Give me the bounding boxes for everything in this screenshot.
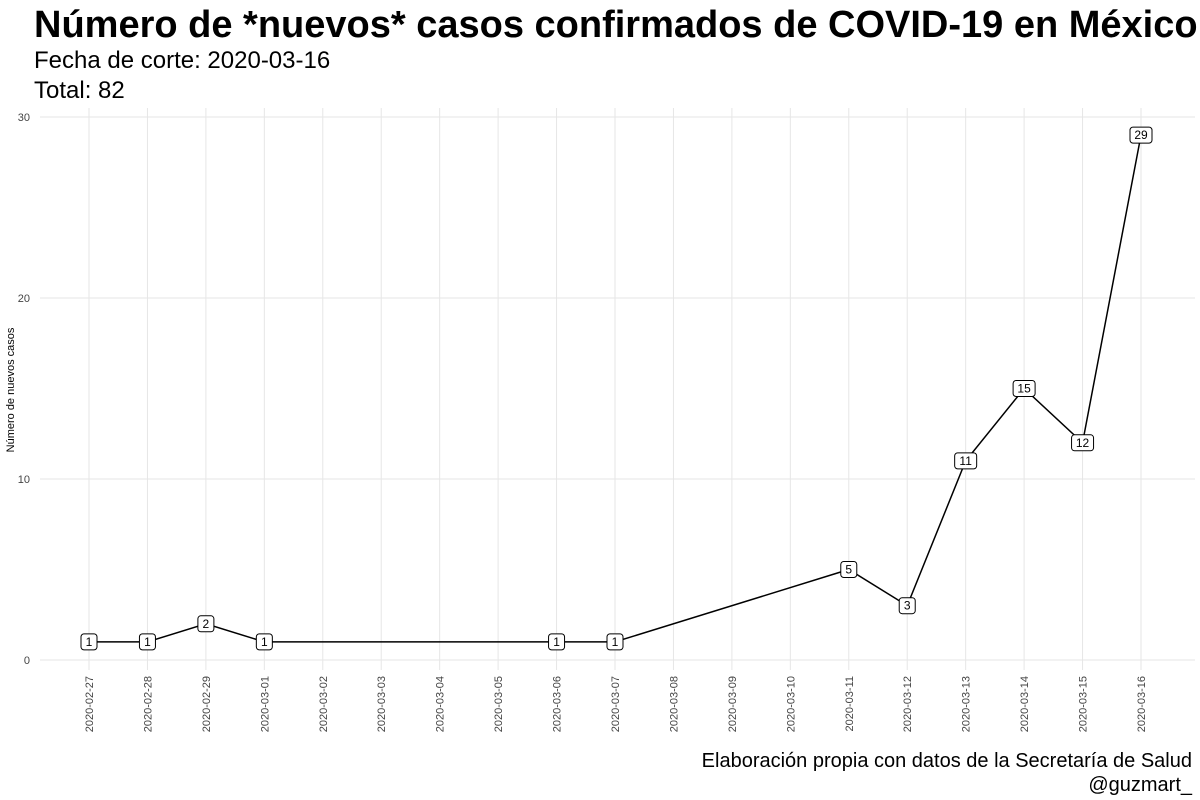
- x-tick-label: 2020-03-01: [259, 676, 271, 732]
- x-tick-label: 2020-03-09: [727, 676, 739, 732]
- data-label-box: [1071, 434, 1095, 452]
- x-tick-label: 2020-03-15: [1078, 676, 1090, 732]
- data-label: 3: [904, 599, 911, 613]
- caption: @guzmart_: [1088, 774, 1193, 796]
- data-label-box: [80, 633, 98, 651]
- x-tick-label: 2020-03-08: [668, 676, 680, 732]
- line: [89, 134, 1142, 643]
- subtitle: Total: 82: [34, 77, 125, 104]
- data-label: 2: [203, 617, 210, 631]
- y-tick-label: 10: [18, 474, 30, 486]
- x-tick-label: 2020-03-12: [902, 676, 914, 732]
- x-tick-label: 2020-03-14: [1019, 676, 1031, 732]
- data-label: 5: [845, 563, 852, 577]
- data-label-box: [138, 633, 156, 651]
- x-tick-label: 2020-03-05: [493, 676, 505, 732]
- x-tick-label: 2020-03-16: [1136, 676, 1148, 732]
- x-tick-label: 2020-03-06: [552, 676, 564, 732]
- data-label-box: [606, 633, 624, 651]
- y-tick-label: 20: [18, 293, 30, 305]
- x-tick-label: 2020-03-07: [610, 676, 622, 732]
- data-label: 15: [1017, 382, 1031, 396]
- x-tick-label: 2020-03-11: [844, 676, 856, 731]
- data-label-box: [898, 597, 916, 615]
- data-label: 1: [553, 635, 560, 649]
- y-tick-label: 30: [18, 112, 30, 124]
- data-label: 1: [144, 635, 151, 649]
- x-tick-label: 2020-02-28: [142, 676, 154, 732]
- subtitle: Fecha de corte: 2020-03-16: [34, 47, 330, 74]
- data-label-box: [840, 561, 858, 578]
- data-label-box: [954, 452, 978, 470]
- x-tick-label: 2020-02-29: [201, 676, 213, 732]
- data-label: 12: [1076, 436, 1090, 450]
- x-tick-label: 2020-03-04: [435, 676, 447, 732]
- data-label: 1: [86, 635, 93, 649]
- data-label: 11: [959, 454, 972, 468]
- x-tick-label: 2020-03-13: [961, 676, 973, 732]
- data-label-box: [1012, 380, 1036, 397]
- data-label-box: [255, 633, 273, 651]
- data-label-box: [1129, 126, 1153, 144]
- data-label-box: [197, 615, 215, 633]
- data-label: 29: [1134, 128, 1148, 142]
- x-tick-label: 2020-03-03: [376, 676, 388, 732]
- data-label: 1: [612, 635, 619, 649]
- x-tick-label: 2020-03-02: [318, 676, 330, 732]
- data-label-box: [548, 633, 566, 651]
- y-tick-label: 0: [24, 655, 30, 667]
- x-tick-label: 2020-03-10: [785, 676, 797, 732]
- x-tick-label: 2020-02-27: [84, 676, 96, 732]
- chart-title: Número de *nuevos* casos confirmados de …: [34, 4, 1200, 46]
- y-axis-title: Número de nuevos casos: [5, 327, 17, 452]
- data-label: 1: [261, 635, 268, 649]
- caption: Elaboración propia con datos de la Secre…: [702, 750, 1192, 772]
